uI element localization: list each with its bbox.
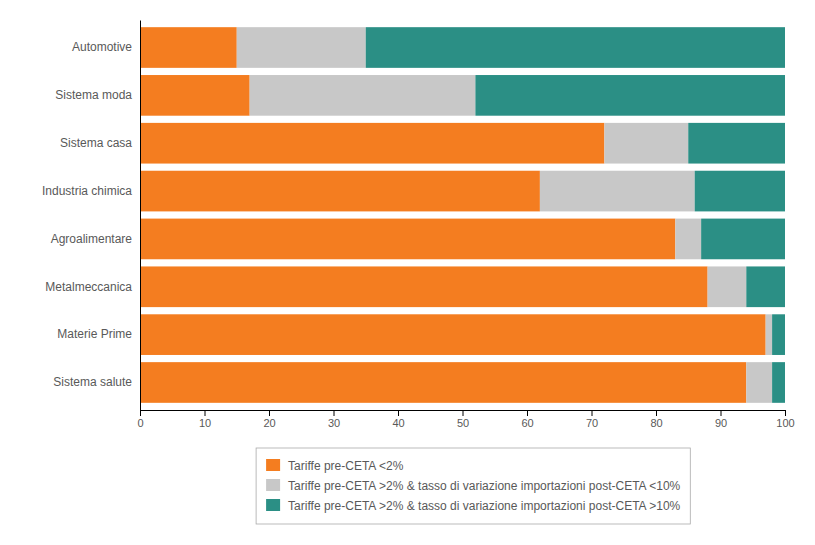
legend-label: Tariffe pre-CETA <2% <box>288 459 404 473</box>
x-tick: 50 <box>457 410 469 429</box>
bar <box>237 27 366 68</box>
bar <box>250 75 476 116</box>
legend-frame <box>256 448 690 524</box>
bar <box>140 123 604 164</box>
y-tick-label: Metalmeccanica <box>45 280 132 294</box>
bar <box>708 266 747 307</box>
x-tick-label: 50 <box>457 417 469 429</box>
plot-area: 0 10 20 30 40 50 60 70 80 90 100 Automotive Sistema … <box>42 21 795 429</box>
x-tick-mark <box>140 410 141 416</box>
bar <box>746 362 772 403</box>
x-tick: 40 <box>392 410 404 429</box>
chart-svg: 0 10 20 30 40 50 60 70 80 90 100 Automotive Sistema … <box>0 0 815 545</box>
bar <box>772 362 785 403</box>
x-tick-label: 90 <box>715 417 727 429</box>
x-tick: 90 <box>715 410 727 429</box>
y-tick-label: Automotive <box>72 40 132 54</box>
bar <box>772 314 785 355</box>
y-tick-label: Industria chimica <box>42 184 132 198</box>
legend-swatch <box>266 459 280 471</box>
x-tick: 60 <box>521 410 533 429</box>
x-tick-mark <box>721 410 722 416</box>
x-tick: 70 <box>586 410 598 429</box>
x-tick: 80 <box>650 410 662 429</box>
y-tick: Industria chimica <box>42 184 140 198</box>
bar <box>140 266 708 307</box>
bar <box>140 362 746 403</box>
x-tick-mark <box>463 410 464 416</box>
bar <box>140 171 540 212</box>
x-tick-mark <box>656 410 657 416</box>
y-tick: Metalmeccanica <box>45 280 140 294</box>
x-tick-label: 0 <box>137 417 143 429</box>
x-tick: 10 <box>199 410 211 429</box>
x-tick-mark <box>785 410 786 416</box>
x-tick-label: 40 <box>392 417 404 429</box>
x-tick: 0 <box>137 410 143 429</box>
bar <box>140 75 250 116</box>
bar <box>140 314 766 355</box>
bars <box>140 27 785 403</box>
legend-label: Tariffe pre-CETA >2% & tasso di variazio… <box>288 479 681 493</box>
legend-label: Tariffe pre-CETA >2% & tasso di variazio… <box>288 499 681 513</box>
y-tick: Agroalimentare <box>51 232 140 246</box>
bar <box>746 266 785 307</box>
x-tick-label: 60 <box>521 417 533 429</box>
x-tick: 100 <box>776 410 794 429</box>
x-tick: 30 <box>328 410 340 429</box>
x-tick-mark <box>398 410 399 416</box>
legend-item: Tariffe pre-CETA >2% & tasso di variazio… <box>266 479 681 493</box>
x-tick-mark <box>205 410 206 416</box>
bar <box>766 314 772 355</box>
x-tick-label: 30 <box>328 417 340 429</box>
x-tick-label: 100 <box>776 417 794 429</box>
x-tick-label: 20 <box>263 417 275 429</box>
y-tick-label: Sistema casa <box>60 136 132 150</box>
bar <box>140 27 237 68</box>
legend-swatch <box>266 499 280 511</box>
y-tick: Automotive <box>72 40 140 54</box>
chart-container: 0 10 20 30 40 50 60 70 80 90 100 Automotive Sistema … <box>0 0 815 545</box>
y-tick-label: Agroalimentare <box>51 232 133 246</box>
bar-series <box>366 27 785 403</box>
x-tick-label: 10 <box>199 417 211 429</box>
bar <box>701 219 785 260</box>
bar <box>140 219 675 260</box>
bar <box>366 27 785 68</box>
bar <box>475 75 785 116</box>
y-axis: Automotive Sistema moda Sistema casa Indust… <box>42 21 141 411</box>
x-axis-line <box>141 411 786 417</box>
y-tick: Sistema casa <box>60 136 140 150</box>
x-tick-label: 70 <box>586 417 598 429</box>
legend-swatch <box>266 479 280 491</box>
y-axis-line <box>140 21 141 411</box>
x-tick-mark <box>592 410 593 416</box>
x-tick-mark <box>527 410 528 416</box>
bar <box>695 171 785 212</box>
x-tick-mark <box>334 410 335 416</box>
bar <box>688 123 785 164</box>
y-tick-label: Sistema moda <box>55 88 132 102</box>
y-tick-label: Materie Prime <box>57 327 132 341</box>
bar <box>604 123 688 164</box>
x-tick: 20 <box>263 410 275 429</box>
x-tick-label: 80 <box>650 417 662 429</box>
bar <box>540 171 695 212</box>
legend-item: Tariffe pre-CETA <2% <box>266 459 404 473</box>
legend: Tariffe pre-CETA <2% Tariffe pre-CETA >2%… <box>256 448 690 524</box>
legend-item: Tariffe pre-CETA >2% & tasso di variazio… <box>266 499 681 513</box>
y-tick: Materie Prime <box>57 327 140 341</box>
bar <box>675 219 701 260</box>
y-tick: Sistema salute <box>53 375 140 389</box>
x-axis: 0 10 20 30 40 50 60 70 80 90 100 <box>137 410 794 429</box>
x-tick-mark <box>269 410 270 416</box>
y-tick-label: Sistema salute <box>53 375 132 389</box>
y-tick: Sistema moda <box>55 88 140 102</box>
